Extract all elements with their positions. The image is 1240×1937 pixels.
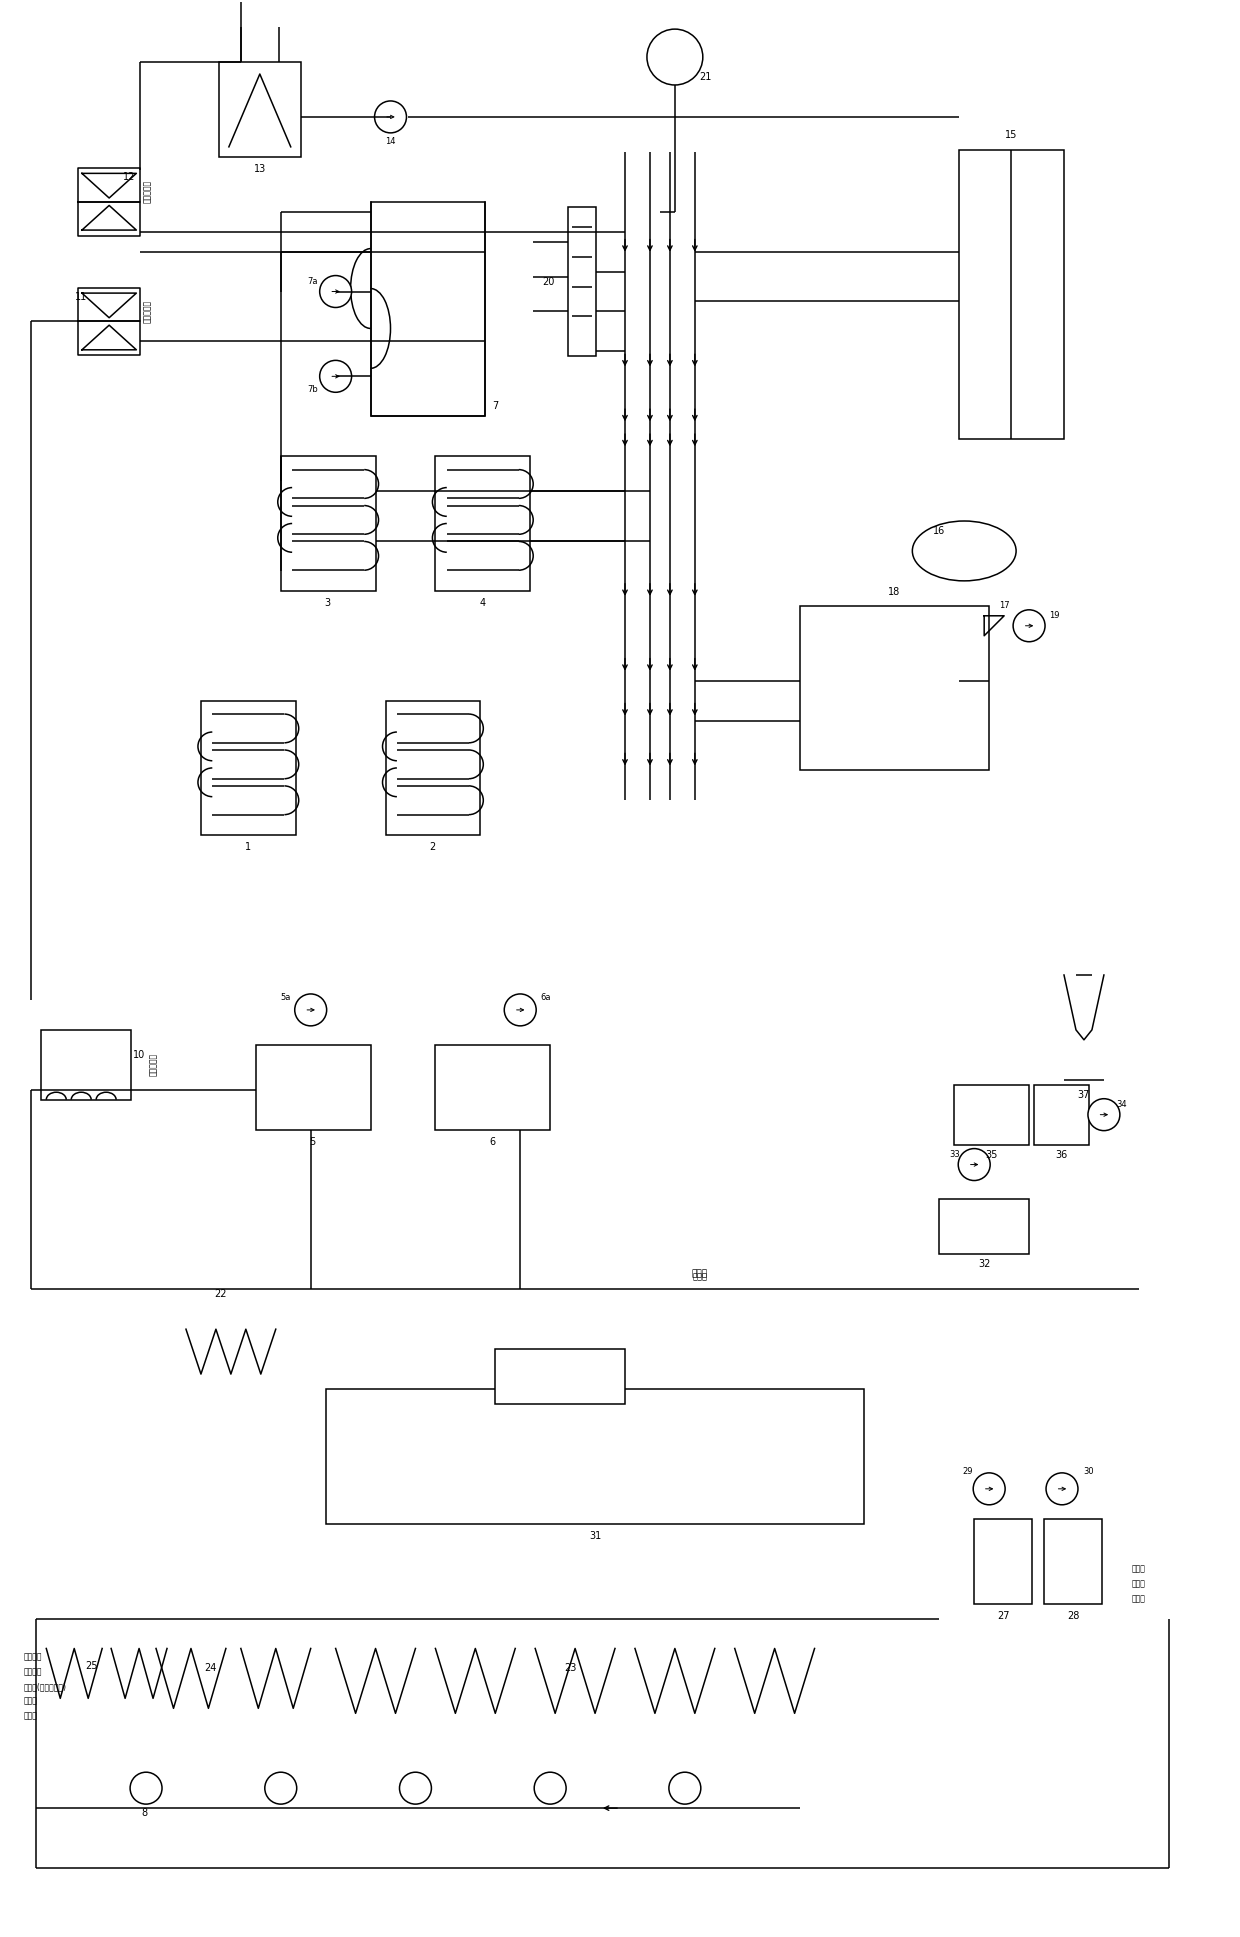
Bar	[975, 1519, 1032, 1604]
Circle shape	[959, 1149, 991, 1180]
Circle shape	[1087, 1098, 1120, 1131]
Text: 21: 21	[699, 72, 712, 81]
Text: 32: 32	[978, 1259, 991, 1269]
Bar	[41, 1030, 131, 1100]
Text: 20: 20	[542, 277, 554, 287]
Text: 1: 1	[244, 843, 250, 852]
Bar	[201, 701, 295, 835]
Bar	[435, 1044, 551, 1129]
Text: 引风机: 引风机	[1132, 1594, 1146, 1604]
Bar	[371, 201, 485, 416]
Text: 一次风: 一次风	[1132, 1565, 1146, 1573]
Ellipse shape	[913, 521, 1016, 581]
Text: 19: 19	[1049, 612, 1059, 620]
Text: 12: 12	[123, 172, 135, 182]
Text: 2: 2	[429, 843, 435, 852]
Circle shape	[973, 1472, 1006, 1505]
Bar	[939, 1199, 1029, 1255]
Text: 6: 6	[490, 1137, 495, 1147]
Bar	[960, 149, 1064, 440]
Text: 低温熔盐: 低温熔盐	[24, 1668, 42, 1676]
Bar	[1034, 1085, 1089, 1145]
Text: 高压缸排气: 高压缸排气	[149, 1054, 157, 1077]
Circle shape	[534, 1772, 567, 1803]
Text: 28: 28	[1066, 1610, 1079, 1621]
Text: 31: 31	[589, 1530, 601, 1540]
Bar	[435, 455, 531, 591]
Text: 7a: 7a	[308, 277, 317, 287]
Bar	[280, 455, 376, 591]
Bar	[1044, 1519, 1102, 1604]
Text: 7: 7	[492, 401, 498, 411]
Text: 3: 3	[325, 599, 331, 608]
Text: 6a: 6a	[539, 994, 551, 1003]
Circle shape	[647, 29, 703, 85]
Bar	[326, 1389, 864, 1524]
Text: 27: 27	[997, 1610, 1009, 1621]
Text: 16: 16	[934, 527, 945, 537]
Bar	[386, 701, 480, 835]
Text: 4: 4	[479, 599, 485, 608]
Circle shape	[1047, 1472, 1078, 1505]
Circle shape	[668, 1772, 701, 1803]
Circle shape	[130, 1772, 162, 1803]
Text: 36: 36	[1055, 1149, 1068, 1160]
Text: 25: 25	[84, 1662, 98, 1672]
Circle shape	[320, 275, 352, 308]
Circle shape	[399, 1772, 432, 1803]
Text: 33: 33	[949, 1151, 960, 1158]
Text: 24: 24	[205, 1664, 217, 1674]
Circle shape	[265, 1772, 296, 1803]
Text: 14: 14	[386, 138, 396, 147]
Text: 23: 23	[564, 1664, 577, 1674]
Text: 18: 18	[888, 587, 900, 597]
Bar	[495, 1350, 625, 1404]
Text: 34: 34	[1116, 1100, 1127, 1110]
Text: 7b: 7b	[308, 385, 319, 393]
Text: 29: 29	[962, 1468, 972, 1476]
Text: 5a: 5a	[280, 994, 291, 1003]
Text: 17: 17	[999, 600, 1009, 610]
Circle shape	[505, 994, 536, 1027]
Text: 22: 22	[215, 1290, 227, 1300]
Text: 11: 11	[76, 291, 87, 302]
Text: 送风机: 送风机	[1132, 1579, 1146, 1588]
Text: 30: 30	[1084, 1468, 1094, 1476]
Circle shape	[295, 994, 326, 1027]
Text: 13: 13	[254, 165, 265, 174]
Circle shape	[374, 101, 407, 134]
Text: 主给水: 主给水	[24, 1712, 37, 1720]
Text: 37: 37	[1078, 1091, 1090, 1100]
Bar	[568, 207, 596, 356]
Text: 5: 5	[310, 1137, 316, 1147]
Text: 主蒸汽(高压缸排气): 主蒸汽(高压缸排气)	[24, 1681, 66, 1691]
Text: 15: 15	[1004, 130, 1017, 139]
Bar	[955, 1085, 1029, 1145]
Circle shape	[1013, 610, 1045, 641]
Bar	[255, 1044, 371, 1129]
Circle shape	[320, 360, 352, 393]
Text: 低压缸排气: 低压缸排气	[143, 180, 151, 203]
Bar	[800, 606, 990, 771]
Bar	[219, 62, 301, 157]
Text: 10: 10	[133, 1050, 145, 1060]
Text: 8: 8	[141, 1807, 148, 1819]
Text: 35: 35	[985, 1149, 997, 1160]
Text: 主蒸汽: 主蒸汽	[24, 1697, 37, 1706]
Text: 高温熔盐: 高温熔盐	[24, 1652, 42, 1660]
Text: 给水箱: 给水箱	[692, 1273, 707, 1282]
Text: 给水箱: 给水箱	[692, 1271, 708, 1278]
Text: 中压缸排气: 中压缸排气	[143, 300, 151, 323]
